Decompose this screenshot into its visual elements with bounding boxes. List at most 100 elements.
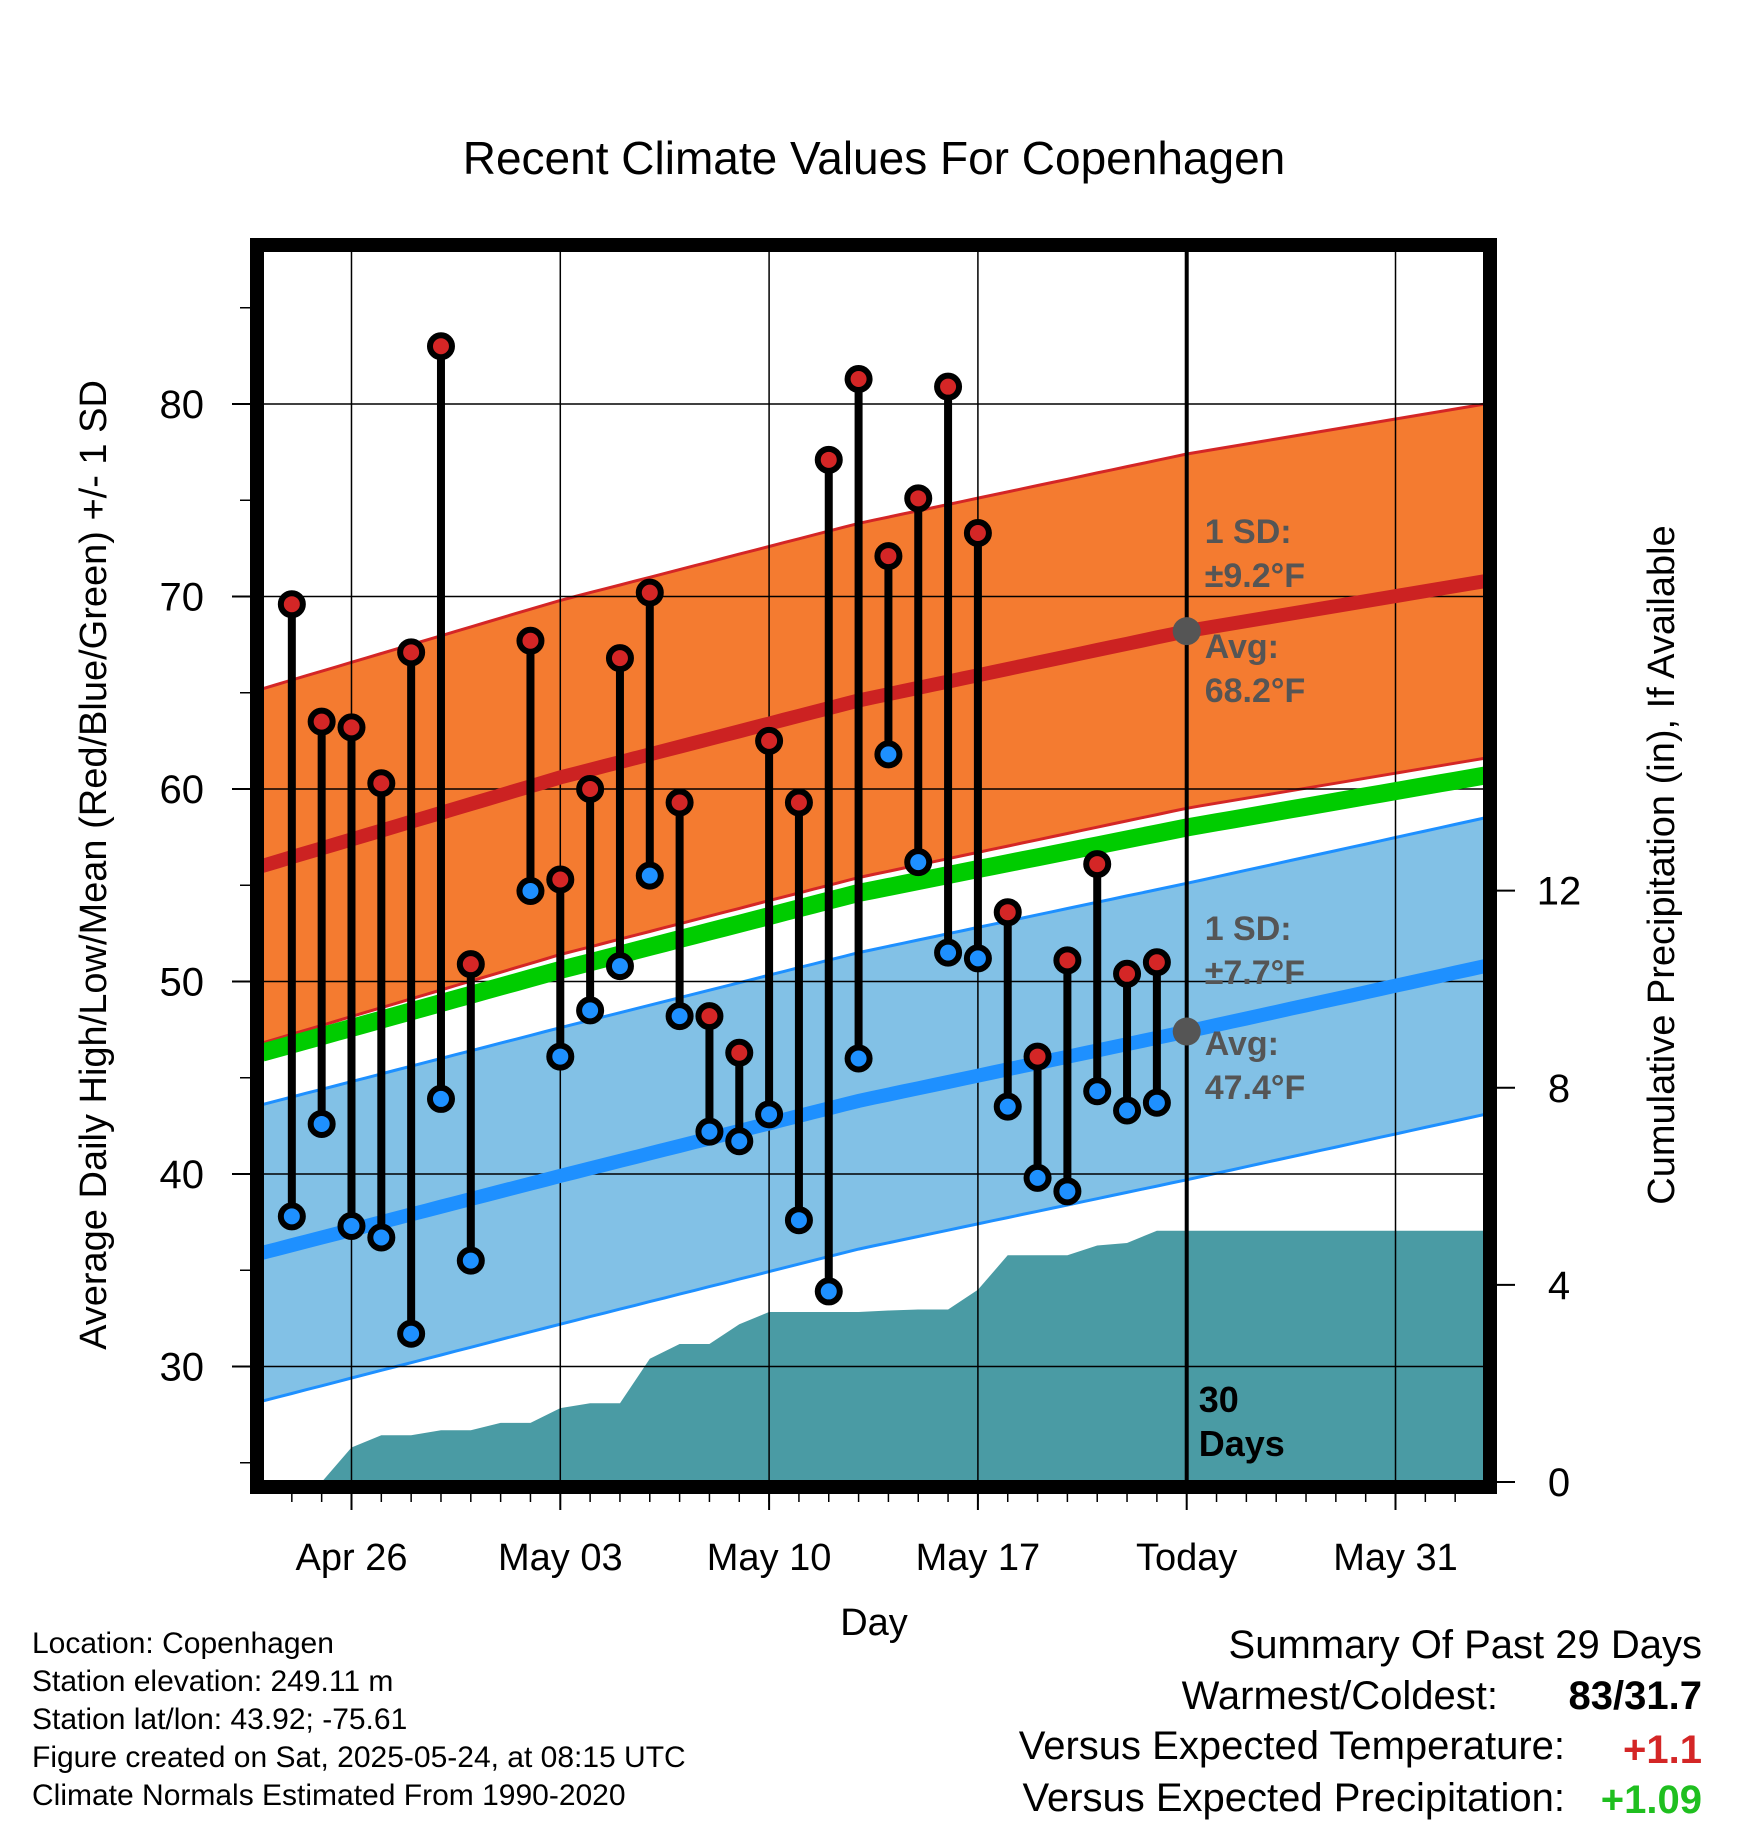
high-point-2025-05-17 (963, 518, 992, 547)
info-location: Location: Copenhagen (32, 1627, 334, 1660)
x-tick-label-6: May 31 (1333, 1537, 1458, 1579)
high-point-2025-05-06 (635, 578, 664, 607)
x-axis-label: Day (840, 1602, 908, 1644)
precip-vs-expected-label: Versus Expected Precipitation: (1022, 1776, 1565, 1820)
low-point-2025-05-08 (695, 1117, 724, 1146)
info-created: Figure created on Sat, 2025-05-24, at 08… (32, 1741, 686, 1774)
high-point-2025-04-29 (426, 332, 455, 361)
low-point-2025-05-18 (993, 1092, 1022, 1121)
high-point-2025-05-03 (546, 865, 575, 894)
today-days-label-line-2: Days (1199, 1423, 1285, 1464)
high-point-2025-04-26 (337, 713, 366, 742)
y-right-tick-label-3: 8 (1548, 1067, 1570, 1111)
high-point-2025-05-12 (814, 445, 843, 474)
high-point-2025-05-09 (725, 1038, 754, 1067)
mean-avg-line (262, 766, 1485, 1062)
info-normals: Climate Normals Estimated From 1990-2020 (32, 1779, 626, 1812)
high-point-2025-05-23 (1142, 948, 1171, 977)
y-right-tick-label-1: 0 (1548, 1461, 1570, 1505)
low-sd-upper-line (262, 816, 1485, 1107)
high-point-2025-05-13 (844, 364, 873, 393)
high-point-2025-04-25 (307, 707, 336, 736)
low-point-2025-05-16 (934, 938, 963, 967)
high-avg-annotation-line-1: Avg: (1205, 628, 1279, 666)
low-point-2025-05-07 (665, 1002, 694, 1031)
y-tick-label-5: 70 (160, 576, 205, 620)
low-point-2025-05-05 (605, 952, 634, 981)
low-avg-annotation-line-1: Avg: (1205, 1025, 1279, 1063)
low-point-2025-05-22 (1113, 1096, 1142, 1125)
high-sd-lower-line (262, 756, 1485, 1045)
warmest-coldest-value: 83/31.7 (1568, 1674, 1702, 1718)
high-point-2025-04-28 (397, 638, 426, 667)
low-point-2025-05-21 (1083, 1077, 1112, 1106)
x-tick-label-2: May 03 (498, 1537, 623, 1579)
low-sd-band (262, 817, 1485, 1402)
low-point-2025-05-03 (546, 1042, 575, 1071)
y-tick-label-4: 60 (160, 768, 205, 812)
summary-title: Summary Of Past 29 Days (1228, 1623, 1702, 1667)
low-point-2025-04-24 (277, 1202, 306, 1231)
low-point-2025-05-23 (1142, 1088, 1171, 1117)
y-tick-label-3: 50 (160, 961, 205, 1005)
y-axis-right-label: Cumulative Precipitation (in), If Availa… (1641, 525, 1683, 1204)
low-point-2025-05-13 (844, 1044, 873, 1073)
high-point-2025-05-14 (874, 542, 903, 571)
low-point-2025-05-19 (1023, 1163, 1052, 1192)
high-point-2025-05-15 (904, 484, 933, 513)
x-tick-label-1: Apr 26 (296, 1537, 408, 1579)
low-point-2025-04-28 (397, 1319, 426, 1348)
low-point-2025-05-15 (904, 848, 933, 877)
temp-vs-expected-label: Versus Expected Temperature: (1018, 1724, 1565, 1768)
low-point-2025-05-20 (1053, 1177, 1082, 1206)
low-point-2025-04-26 (337, 1211, 366, 1240)
high-point-2025-05-02 (516, 626, 545, 655)
station-info: Location: Copenhagen Station elevation: … (32, 1625, 686, 1815)
high-point-2025-05-16 (934, 372, 963, 401)
today-high-avg-marker (1172, 617, 1201, 646)
x-tick-label-5: Today (1136, 1537, 1237, 1579)
low-sd-lower-line (262, 1112, 1485, 1403)
high-point-2025-05-21 (1083, 850, 1112, 879)
y-tick-label-1: 30 (160, 1346, 205, 1390)
info-elevation: Station elevation: 249.11 m (32, 1665, 394, 1698)
high-point-2025-05-20 (1053, 946, 1082, 975)
high-point-2025-05-05 (605, 644, 634, 673)
high-point-2025-04-24 (277, 590, 306, 619)
low-point-2025-05-17 (963, 944, 992, 973)
high-point-2025-05-11 (784, 788, 813, 817)
low-point-2025-05-06 (635, 861, 664, 890)
plot-frame (250, 238, 1497, 1494)
low-point-2025-05-12 (814, 1277, 843, 1306)
low-point-2025-05-14 (874, 740, 903, 769)
y-axis-label: Average Daily High/Low/Mean (Red/Blue/Gr… (73, 380, 115, 1350)
high-point-2025-04-30 (456, 950, 485, 979)
high-point-2025-05-10 (755, 726, 784, 755)
info-latlon: Station lat/lon: 43.92; -75.61 (32, 1703, 408, 1736)
high-point-2025-05-04 (576, 775, 605, 803)
low-point-2025-05-02 (516, 877, 545, 906)
high-sd-annotation-line-1: 1 SD: (1205, 513, 1292, 551)
temp-vs-expected-value: +1.1 (1623, 1728, 1702, 1772)
low-point-2025-05-11 (784, 1206, 813, 1235)
low-sd-annotation-line-2: ±7.7°F (1205, 954, 1305, 992)
high-sd-annotation-line-2: ±9.2°F (1205, 557, 1305, 595)
chart-title: Recent Climate Values For Copenhagen (463, 132, 1286, 184)
low-avg-line (262, 959, 1485, 1260)
plot-area: 1 SD: ±9.2°F Avg: 68.2°F 1 SD: ±7.7°F Avg: 47.4… (160, 238, 1581, 1579)
y-tick-label-2: 40 (160, 1153, 205, 1197)
high-sd-upper-line (262, 402, 1485, 691)
precip-vs-expected-value: +1.09 (1600, 1778, 1702, 1822)
today-days-label-line-1: 30 (1199, 1379, 1239, 1420)
high-avg-line (262, 574, 1485, 873)
low-point-2025-04-27 (367, 1223, 396, 1252)
low-point-2025-05-10 (755, 1100, 784, 1129)
high-point-2025-05-18 (993, 898, 1022, 927)
x-tick-label-3: May 10 (707, 1537, 832, 1579)
low-point-2025-05-09 (725, 1127, 754, 1156)
high-point-2025-05-22 (1113, 959, 1142, 988)
low-sd-annotation-line-1: 1 SD: (1205, 910, 1292, 948)
x-tick-label-4: May 17 (916, 1537, 1041, 1579)
low-point-2025-05-04 (576, 996, 605, 1025)
